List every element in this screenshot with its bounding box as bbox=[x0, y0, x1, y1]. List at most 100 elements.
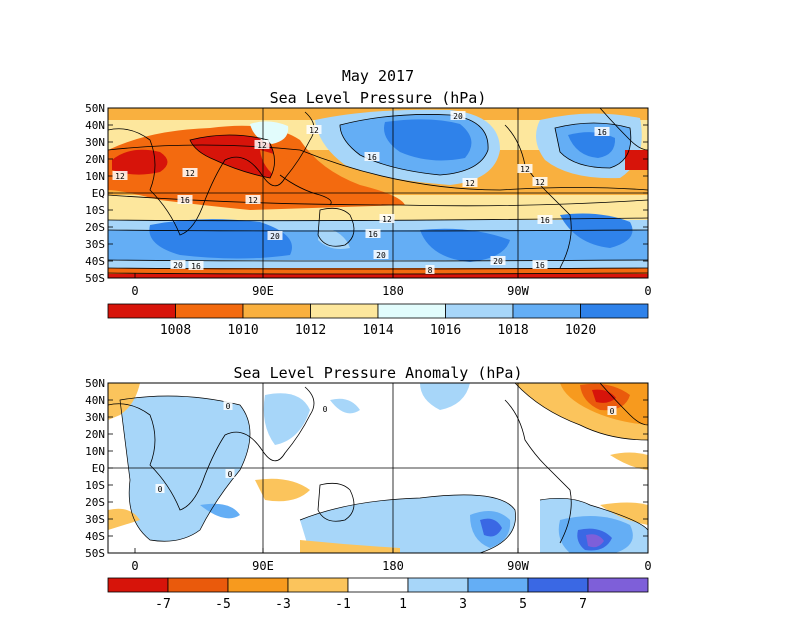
anomaly-y-tick-label: 50N bbox=[85, 377, 105, 390]
anomaly-coastlines bbox=[108, 383, 648, 544]
slp-colorbar-label: 1010 bbox=[227, 323, 258, 338]
anomaly-colorbar-swatch bbox=[527, 577, 589, 593]
slp-y-tick-label: 10S bbox=[85, 204, 105, 217]
slp-colorbar-label: 1018 bbox=[497, 323, 528, 338]
slp-x-tick-label: 0 bbox=[644, 284, 651, 298]
anomaly-y-tick-label: 20N bbox=[85, 428, 105, 441]
slp-contour-label: 16 bbox=[367, 153, 377, 162]
anomaly-y-tick-label: 50S bbox=[85, 547, 105, 560]
anomaly-colorbar-swatch bbox=[587, 577, 649, 593]
slp-contour-label: 12 bbox=[257, 141, 267, 150]
slp-contour-label-bg bbox=[532, 177, 548, 186]
anomaly-contour-label-bg bbox=[225, 469, 235, 478]
anomaly-y-tick-label: 20S bbox=[85, 496, 105, 509]
anomaly-contour-label-bg bbox=[155, 484, 165, 493]
slp-contour-label: 12 bbox=[248, 196, 258, 205]
anomaly-y-tick-label: 30N bbox=[85, 411, 105, 424]
slp-contour-label: 12 bbox=[115, 172, 125, 181]
slp-y-tick-label: 30N bbox=[85, 136, 105, 149]
slp-y-tick-label: 50N bbox=[85, 102, 105, 115]
slp-contour-label-bg bbox=[462, 178, 478, 187]
slp-colorbar-label: 1012 bbox=[295, 323, 326, 338]
slp-y-tick-label: 20N bbox=[85, 153, 105, 166]
slp-colorbar-swatch bbox=[107, 303, 176, 319]
anomaly-colorbar-swatch bbox=[227, 577, 289, 593]
slp-x-tick-label: 90W bbox=[507, 284, 529, 298]
slp-contour-label-bg bbox=[365, 229, 381, 238]
anomaly-contour-label: 0 bbox=[610, 407, 615, 416]
anomaly-colorbar-label: 5 bbox=[519, 597, 527, 612]
anomaly-contour-label-bg bbox=[607, 406, 617, 415]
slp-y-tick-label: 50S bbox=[85, 272, 105, 285]
slp-title: May 2017 bbox=[342, 67, 414, 85]
slp-colorbar-swatch bbox=[512, 303, 581, 319]
slp-colorbar: 1008 1010 1012 1014 1016 1018 1020 bbox=[107, 303, 649, 338]
anomaly-panel: Sea Level Pressure Anomaly (hPa) bbox=[85, 364, 651, 612]
slp-contour-label-bg bbox=[490, 256, 506, 265]
slp-contour-label-bg bbox=[188, 261, 204, 270]
slp-contour-label: 16 bbox=[180, 196, 190, 205]
slp-colorbar-label: 1008 bbox=[160, 323, 191, 338]
anomaly-colorbar-swatch bbox=[407, 577, 469, 593]
anomaly-y-tick-label: EQ bbox=[92, 462, 105, 475]
anomaly-contour-labels: 0 0 0 0 0 bbox=[155, 401, 617, 494]
slp-contour-label: 20 bbox=[173, 261, 183, 270]
slp-y-tick-label: 20S bbox=[85, 221, 105, 234]
anomaly-colorbar-label: -5 bbox=[215, 597, 231, 612]
slp-x-tick-label: 0 bbox=[131, 284, 138, 298]
slp-colorbar-swatch bbox=[175, 303, 244, 319]
slp-x-tick-label: 180 bbox=[382, 284, 404, 298]
slp-contour-label: 8 bbox=[428, 266, 433, 275]
anomaly-contour-label: 0 bbox=[323, 405, 328, 414]
slp-contour-label: 12 bbox=[309, 126, 319, 135]
anomaly-contour-label-bg bbox=[223, 401, 233, 410]
slp-contour-label: 12 bbox=[535, 178, 545, 187]
anomaly-y-tick-label: 10N bbox=[85, 445, 105, 458]
anomaly-colorbar-swatch bbox=[467, 577, 529, 593]
slp-colorbar-label: 1020 bbox=[565, 323, 596, 338]
slp-contour-label-bg bbox=[254, 140, 270, 149]
slp-contour-label-bg bbox=[182, 168, 198, 177]
anomaly-contour-label-bg bbox=[320, 404, 330, 413]
anomaly-x-tick-label: 90E bbox=[252, 559, 274, 573]
slp-panel: May 2017 Sea Level Pressure (hPa) bbox=[85, 67, 651, 338]
anomaly-colorbar-label: 3 bbox=[459, 597, 467, 612]
slp-contour-label: 12 bbox=[185, 169, 195, 178]
slp-contour-label-bg bbox=[594, 127, 610, 136]
slp-colorbar-swatch bbox=[377, 303, 446, 319]
slp-contour-label: 12 bbox=[520, 165, 530, 174]
anomaly-y-tick-label: 30S bbox=[85, 513, 105, 526]
slp-y-tick-label: 40N bbox=[85, 119, 105, 132]
slp-contour-label-bg bbox=[170, 260, 186, 269]
slp-y-tick-label: 10N bbox=[85, 170, 105, 183]
slp-contour-label: 12 bbox=[382, 215, 392, 224]
anomaly-colorbar-swatch bbox=[347, 577, 409, 593]
slp-colorbar-swatch bbox=[310, 303, 379, 319]
slp-contour-label-bg bbox=[532, 260, 548, 269]
slp-contour-label-bg bbox=[425, 265, 435, 274]
slp-x-tick-label: 90E bbox=[252, 284, 274, 298]
slp-y-tick-label: 30S bbox=[85, 238, 105, 251]
anomaly-x-tick-label: 0 bbox=[131, 559, 138, 573]
anomaly-colorbar: -7 -5 -3 -1 1 3 5 7 bbox=[107, 577, 649, 612]
anomaly-colorbar-label: -3 bbox=[275, 597, 291, 612]
slp-contours bbox=[108, 114, 648, 275]
anomaly-x-tick-label: 90W bbox=[507, 559, 529, 573]
anomaly-x-tick-label: 0 bbox=[644, 559, 651, 573]
slp-contour-label-bg bbox=[267, 231, 283, 240]
anomaly-contour-label: 0 bbox=[158, 485, 163, 494]
anomaly-colorbar-swatch bbox=[287, 577, 349, 593]
slp-grid bbox=[108, 108, 648, 278]
slp-contour-label: 16 bbox=[597, 128, 607, 137]
slp-contour-label: 20 bbox=[493, 257, 503, 266]
slp-subtitle: Sea Level Pressure (hPa) bbox=[270, 89, 487, 107]
anomaly-contour-label: 0 bbox=[226, 402, 231, 411]
slp-contour-label-bg bbox=[517, 164, 533, 173]
slp-contour-label: 12 bbox=[465, 179, 475, 188]
slp-contour-label: 16 bbox=[191, 262, 201, 271]
anomaly-y-tick-label: 10S bbox=[85, 479, 105, 492]
anomaly-y-tick-label: 40N bbox=[85, 394, 105, 407]
anomaly-contour-label: 0 bbox=[228, 470, 233, 479]
slp-y-ticks: 50N 40N 30N 20N 10N EQ 10S 20S 30S 40S 50S bbox=[85, 102, 648, 285]
